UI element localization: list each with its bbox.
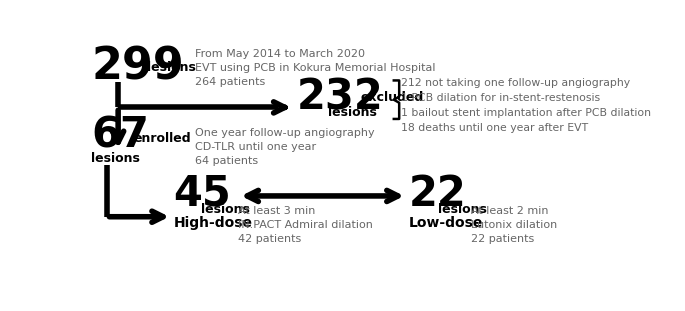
Text: At least 3 min
IN.PACT Admiral dilation
42 patients: At least 3 min IN.PACT Admiral dilation … [238, 206, 373, 244]
Text: lesions: lesions [328, 105, 377, 118]
Text: Low-dose: Low-dose [409, 216, 484, 230]
Text: lesions: lesions [147, 61, 197, 74]
Text: 67: 67 [91, 115, 149, 157]
Text: excluded: excluded [361, 91, 424, 104]
Text: 45: 45 [173, 173, 232, 215]
Text: lesions: lesions [201, 202, 250, 216]
Text: From May 2014 to March 2020
EVT using PCB in Kokura Memorial Hospital
264 patien: From May 2014 to March 2020 EVT using PC… [195, 49, 436, 87]
Text: enrolled: enrolled [134, 132, 191, 145]
Text: 212 not taking one follow-up angiography
1 PCB dilation for in-stent-restenosis
: 212 not taking one follow-up angiography… [401, 78, 651, 132]
Text: 22: 22 [409, 173, 467, 215]
Text: 232: 232 [297, 77, 384, 118]
Text: One year follow-up angiography
CD-TLR until one year
64 patients: One year follow-up angiography CD-TLR un… [195, 128, 375, 166]
Text: At least 2 min
Lutonix dilation
22 patients: At least 2 min Lutonix dilation 22 patie… [471, 206, 557, 244]
Text: lesions: lesions [438, 202, 486, 216]
Text: 299: 299 [91, 46, 184, 89]
Text: High-dose: High-dose [173, 216, 253, 230]
Text: lesions: lesions [91, 152, 140, 165]
